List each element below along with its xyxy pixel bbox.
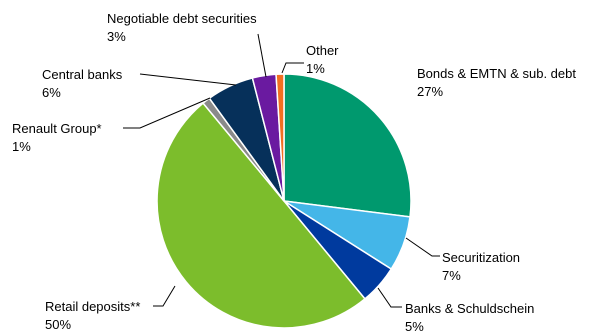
label-value-banks-schuldschein: 5% [405,319,424,334]
leader-lines [123,33,440,308]
leader-line-other [281,62,304,74]
label-value-securitization: 7% [442,268,461,283]
leader-line-retail-deposits [153,285,176,307]
leader-line-banks-schuldschein [377,287,402,308]
pie-slice-other [275,73,285,202]
leader-line-central-banks [139,73,237,86]
pie-slices [156,73,412,329]
label-name-retail-deposits: Retail deposits** [45,299,140,314]
leader-line-negotiable-debt-securities [257,33,267,78]
label-value-central-banks: 6% [42,85,61,100]
label-name-renault-group: Renault Group* [12,121,102,136]
pie-labels: Bonds & EMTN & sub. debt 27% Securitizat… [12,11,576,334]
label-name-bonds-emtn-sub-debt: Bonds & EMTN & sub. debt [417,66,576,81]
label-name-negotiable-debt-securities: Negotiable debt securities [107,11,257,26]
label-name-central-banks: Central banks [42,67,123,82]
label-value-other: 1% [306,61,325,76]
label-name-banks-schuldschein: Banks & Schuldschein [405,301,534,316]
label-value-negotiable-debt-securities: 3% [107,29,126,44]
label-value-renault-group: 1% [12,139,31,154]
label-value-retail-deposits: 50% [45,317,71,332]
pie-slice-retail-deposits [156,102,367,329]
leader-line-securitization [405,237,440,257]
leader-line-renault-group [123,97,211,129]
label-value-bonds-emtn-sub-debt: 27% [417,84,443,99]
label-name-securitization: Securitization [442,250,520,265]
pie-slice-bonds-emtn-sub-debt [283,73,412,218]
label-name-other: Other [306,43,339,58]
